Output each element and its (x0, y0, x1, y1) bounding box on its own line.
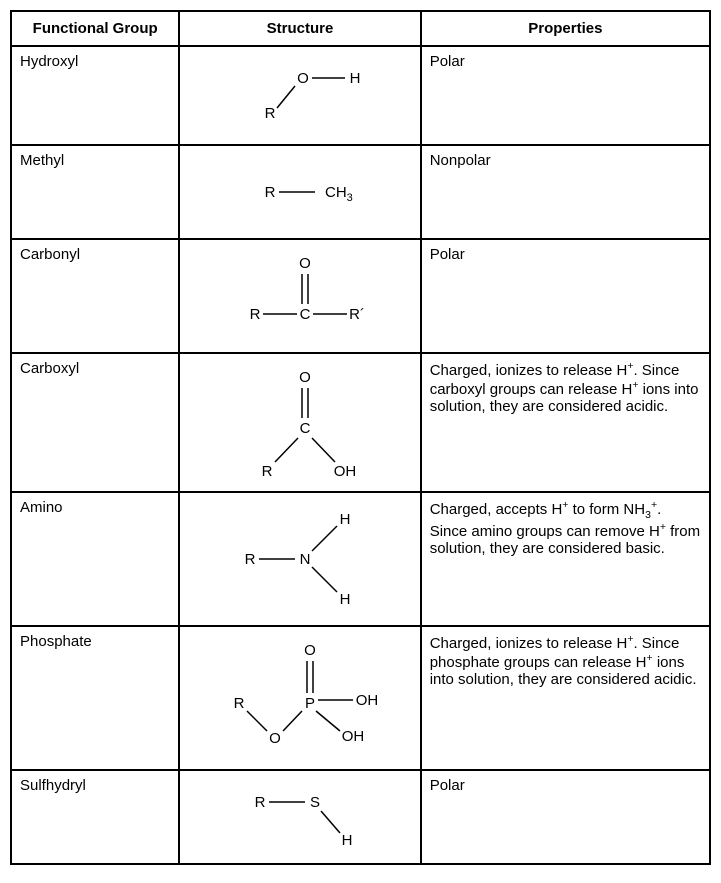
svg-text:H: H (342, 832, 353, 849)
group-cell: Hydroxyl (11, 46, 179, 145)
properties-cell: Charged, ionizes to release H+. Since ca… (421, 353, 710, 492)
group-cell: Sulfhydryl (11, 770, 179, 864)
group-cell: Methyl (11, 145, 179, 239)
table-row: Methyl R CH3 Nonpolar (11, 145, 710, 239)
table-row: Carbonyl O C R R´ Polar (11, 239, 710, 353)
svg-text:S: S (310, 794, 320, 811)
svg-text:R: R (262, 463, 273, 480)
svg-text:CH3: CH3 (325, 184, 353, 204)
table-body: Hydroxyl R O H PolarMethyl R CH3 Nonpola… (11, 46, 710, 864)
svg-text:R: R (250, 306, 261, 323)
svg-text:R: R (255, 794, 266, 811)
svg-text:R: R (234, 695, 245, 712)
svg-text:H: H (340, 511, 351, 528)
svg-text:OH: OH (334, 463, 357, 480)
svg-text:OH: OH (342, 728, 365, 745)
properties-cell: Charged, accepts H+ to form NH3+. Since … (421, 492, 710, 626)
svg-text:O: O (299, 369, 311, 386)
group-cell: Carboxyl (11, 353, 179, 492)
svg-text:C: C (300, 420, 311, 437)
table-row: Amino R N H H Charged, accepts H+ to for… (11, 492, 710, 626)
svg-text:O: O (269, 730, 281, 747)
svg-text:H: H (340, 591, 351, 608)
table-row: Hydroxyl R O H Polar (11, 46, 710, 145)
svg-text:P: P (305, 695, 315, 712)
properties-cell: Polar (421, 239, 710, 353)
table-row: Sulfhydryl R S H Polar (11, 770, 710, 864)
svg-text:OH: OH (356, 692, 379, 709)
table-row: Phosphate O P OH OH O R Charged, ionizes… (11, 626, 710, 770)
group-cell: Carbonyl (11, 239, 179, 353)
header-group: Functional Group (11, 11, 179, 46)
structure-cell: R N H H (179, 492, 420, 626)
table-row: Carboxyl O C R OH Charged, ionizes to re… (11, 353, 710, 492)
properties-cell: Polar (421, 46, 710, 145)
svg-text:R: R (265, 184, 276, 201)
group-cell: Phosphate (11, 626, 179, 770)
svg-text:R: R (265, 105, 276, 122)
header-structure: Structure (179, 11, 420, 46)
structure-cell: O P OH OH O R (179, 626, 420, 770)
svg-text:R´: R´ (349, 306, 365, 323)
svg-text:C: C (300, 306, 311, 323)
svg-text:O: O (304, 642, 316, 659)
structure-cell: O C R OH (179, 353, 420, 492)
svg-text:N: N (300, 551, 311, 568)
svg-text:O: O (299, 255, 311, 272)
structure-cell: O C R R´ (179, 239, 420, 353)
functional-groups-table: Functional Group Structure Properties Hy… (10, 10, 711, 865)
properties-cell: Polar (421, 770, 710, 864)
structure-cell: R CH3 (179, 145, 420, 239)
svg-text:O: O (297, 70, 309, 87)
properties-cell: Nonpolar (421, 145, 710, 239)
header-properties: Properties (421, 11, 710, 46)
group-cell: Amino (11, 492, 179, 626)
structure-cell: R O H (179, 46, 420, 145)
header-row: Functional Group Structure Properties (11, 11, 710, 46)
svg-text:H: H (350, 70, 361, 87)
svg-text:R: R (245, 551, 256, 568)
structure-cell: R S H (179, 770, 420, 864)
properties-cell: Charged, ionizes to release H+. Since ph… (421, 626, 710, 770)
